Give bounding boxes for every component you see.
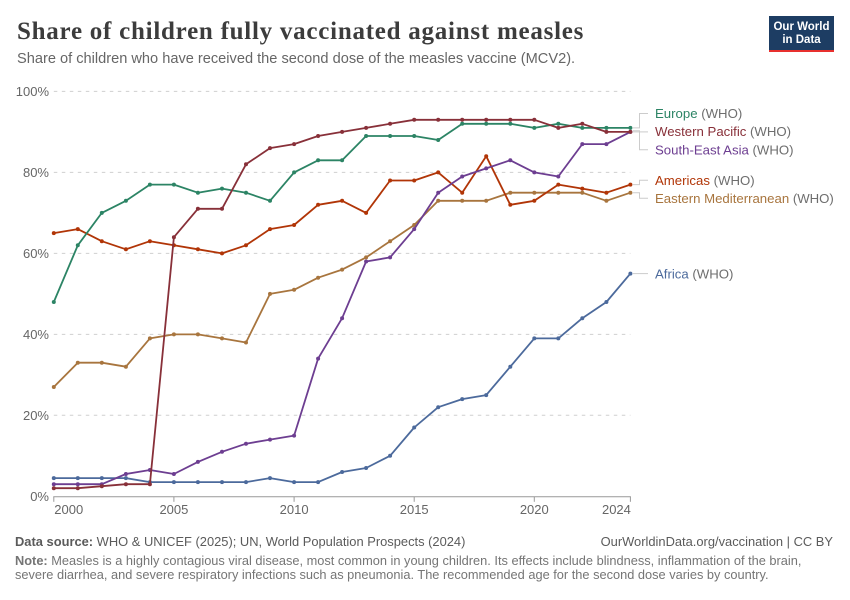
svg-text:2005: 2005 bbox=[159, 502, 188, 517]
svg-text:2015: 2015 bbox=[400, 502, 429, 517]
svg-text:2020: 2020 bbox=[520, 502, 549, 517]
svg-text:2000: 2000 bbox=[54, 502, 83, 517]
svg-text:60%: 60% bbox=[23, 246, 49, 261]
svg-text:Africa (WHO): Africa (WHO) bbox=[655, 266, 733, 281]
svg-text:Western Pacific (WHO): Western Pacific (WHO) bbox=[655, 124, 791, 139]
svg-text:20%: 20% bbox=[23, 408, 49, 423]
svg-text:South-East Asia (WHO): South-East Asia (WHO) bbox=[655, 142, 794, 157]
svg-text:Eastern Mediterranean (WHO): Eastern Mediterranean (WHO) bbox=[655, 191, 834, 206]
svg-text:Europe (WHO): Europe (WHO) bbox=[655, 106, 742, 121]
svg-text:0%: 0% bbox=[30, 489, 49, 504]
svg-text:Americas (WHO): Americas (WHO) bbox=[655, 173, 755, 188]
svg-text:80%: 80% bbox=[23, 165, 49, 180]
svg-text:2010: 2010 bbox=[280, 502, 309, 517]
svg-text:40%: 40% bbox=[23, 327, 49, 342]
svg-text:100%: 100% bbox=[16, 84, 50, 99]
svg-text:2024: 2024 bbox=[602, 502, 631, 517]
